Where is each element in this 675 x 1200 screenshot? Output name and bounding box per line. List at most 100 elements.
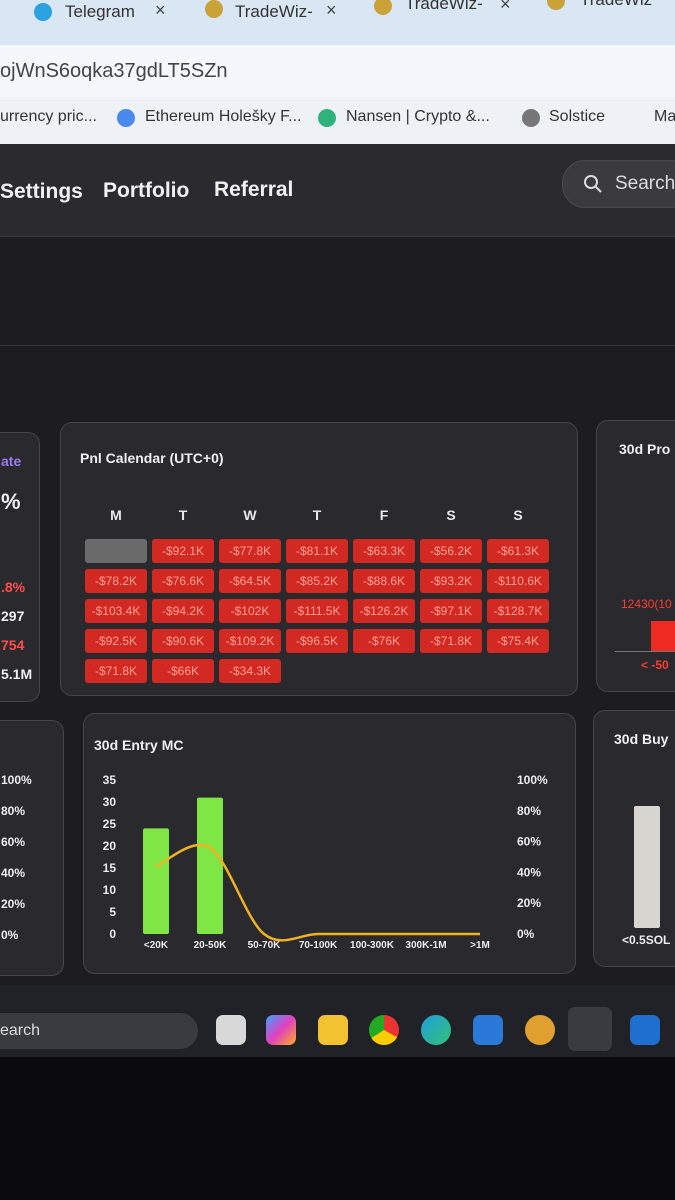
y-tick-label: 10 [103, 883, 117, 897]
bar [197, 797, 223, 934]
line [155, 843, 480, 942]
active-app[interactable] [568, 1007, 612, 1051]
app-icon[interactable] [369, 1015, 399, 1045]
tab[interactable]: TradeWiz [580, 0, 652, 10]
pnl-cell: -$126.2K [353, 599, 415, 623]
y-tick-label: 40% [1, 866, 26, 880]
x-tick-label: >1M [470, 940, 490, 951]
card-title: Pnl Calendar (UTC+0) [80, 450, 224, 466]
tab-strip: Telegram × TradeWiz- × TradeWiz- × Trade… [0, 0, 675, 45]
pnl-cell: -$110.6K [487, 569, 549, 593]
bookmark[interactable]: Nansen | Crypto &... [346, 108, 490, 125]
pnl-cell: -$78.2K [85, 569, 147, 593]
bookmark[interactable]: Solstice [549, 108, 606, 125]
weekday: T [312, 507, 322, 523]
stats-card: ate % .8% 297 754 5.1M [0, 432, 40, 702]
empty-day [85, 539, 147, 563]
app-icon[interactable] [266, 1015, 296, 1045]
tab[interactable]: TradeWiz- [235, 2, 313, 21]
pnl-cell: -$66K [152, 659, 214, 683]
bookmark[interactable]: Ma [654, 108, 675, 125]
pnl-cell: -$88.6K [353, 569, 415, 593]
tab[interactable]: TradeWiz- [405, 0, 483, 13]
entry-mc-chart: 30d Entry MC 0 5 10 15 20 25 30 35 0% 20% 40% 60% 80… [94, 737, 548, 951]
tab[interactable]: Telegram [65, 2, 135, 21]
app-icon[interactable] [318, 1015, 348, 1045]
app-icon[interactable] [473, 1015, 503, 1045]
app-icon[interactable] [525, 1015, 555, 1045]
y-tick-label: 35 [103, 773, 117, 787]
app-icon[interactable] [630, 1015, 660, 1045]
x-label: <0.5SOL [622, 933, 671, 947]
stat: 754 [1, 637, 25, 653]
pnl-cell: -$77.8K [219, 539, 281, 563]
pnl-cell: -$111.5K [286, 599, 348, 623]
pnl-cell: -$128.7K [487, 599, 549, 623]
y2-tick-label: 80% [517, 804, 541, 818]
y-tick-label: 20% [1, 897, 26, 911]
search-text: earch [0, 1022, 41, 1039]
tab-close[interactable]: × [155, 0, 166, 20]
axis-line [615, 651, 675, 652]
y-tick-label: 20 [103, 839, 117, 853]
stat: .8% [1, 579, 26, 595]
x-tick-label: 300K-1M [405, 940, 446, 951]
pnl-cell: -$96.5K [286, 629, 348, 653]
tab-close[interactable]: × [500, 0, 511, 14]
bookmark-icon [117, 109, 135, 127]
pnl-cell: -$81.1K [286, 539, 348, 563]
bookmark[interactable]: urrency pric... [0, 108, 97, 125]
telegram-icon [34, 3, 52, 21]
y-tick-label: 100% [1, 773, 32, 787]
y2-tick-label: 20% [517, 896, 541, 910]
search-text: Search [615, 173, 675, 194]
nav-link[interactable]: Settings [0, 180, 83, 203]
x-tick-label: 50-70K [248, 940, 282, 951]
y-tick-label: 5 [109, 905, 116, 919]
pnl-cell: -$71.8K [420, 629, 482, 653]
pnl-cell: -$94.2K [152, 599, 214, 623]
pnl-cell: -$93.2K [420, 569, 482, 593]
card-title: ate [1, 453, 22, 469]
x-tick-label: 20-50K [194, 940, 228, 951]
y2-tick-label: 100% [517, 773, 548, 787]
pnl-cell: -$92.1K [152, 539, 214, 563]
taskbar-search[interactable]: earch [0, 1013, 198, 1049]
entry-mc-card: 30d Entry MC 0 5 10 15 20 25 30 35 0% 20% 40% 60% 80… [83, 713, 576, 974]
bookmarks-bar: urrency pric... Ethereum Holešky F... Na… [0, 97, 675, 144]
nav-link[interactable]: Referral [214, 178, 294, 201]
stat: 5.1M [1, 666, 33, 682]
pnl-cell: -$63.3K [353, 539, 415, 563]
weekday: F [379, 507, 389, 523]
bookmark[interactable]: Ethereum Holešky F... [145, 108, 302, 125]
pnl-cell: -$102K [219, 599, 281, 623]
pnl-cell: -$92.5K [85, 629, 147, 653]
y-tick-label: 60% [1, 835, 26, 849]
address-bar[interactable]: ojWnS6oqka37gdLT5SZn [0, 45, 675, 98]
distribution-card: 100% 80% 60% 40% 20% 0% [0, 720, 64, 976]
pnl-cell: -$90.6K [152, 629, 214, 653]
nav-link[interactable]: Portfolio [103, 179, 190, 202]
app-icon[interactable] [216, 1015, 246, 1045]
buy-card: 30d Buy <0.5SOL [593, 710, 675, 967]
chart-title: 30d Entry MC [94, 737, 183, 753]
divider [0, 345, 675, 346]
weekday: W [243, 507, 257, 523]
bookmark-icon [318, 109, 336, 127]
app-icon[interactable] [421, 1015, 451, 1045]
url-text: ojWnS6oqka37gdLT5SZn [0, 60, 228, 82]
pnl-cell: -$34.3K [219, 659, 281, 683]
y-tick-label: 30 [103, 795, 117, 809]
search-box[interactable]: Search [562, 160, 675, 208]
pnl-cell: -$56.2K [420, 539, 482, 563]
profit-card: 30d Pro 12430(10 < -50 [596, 420, 675, 692]
pnl-cell: -$76.6K [152, 569, 214, 593]
tab-close[interactable]: × [326, 0, 337, 20]
x-tick-label: 70-100K [299, 940, 338, 951]
taskbar: earch [0, 985, 675, 1057]
y2-tick-label: 0% [517, 927, 535, 941]
weekday: T [178, 507, 188, 523]
weekday: S [446, 507, 456, 523]
